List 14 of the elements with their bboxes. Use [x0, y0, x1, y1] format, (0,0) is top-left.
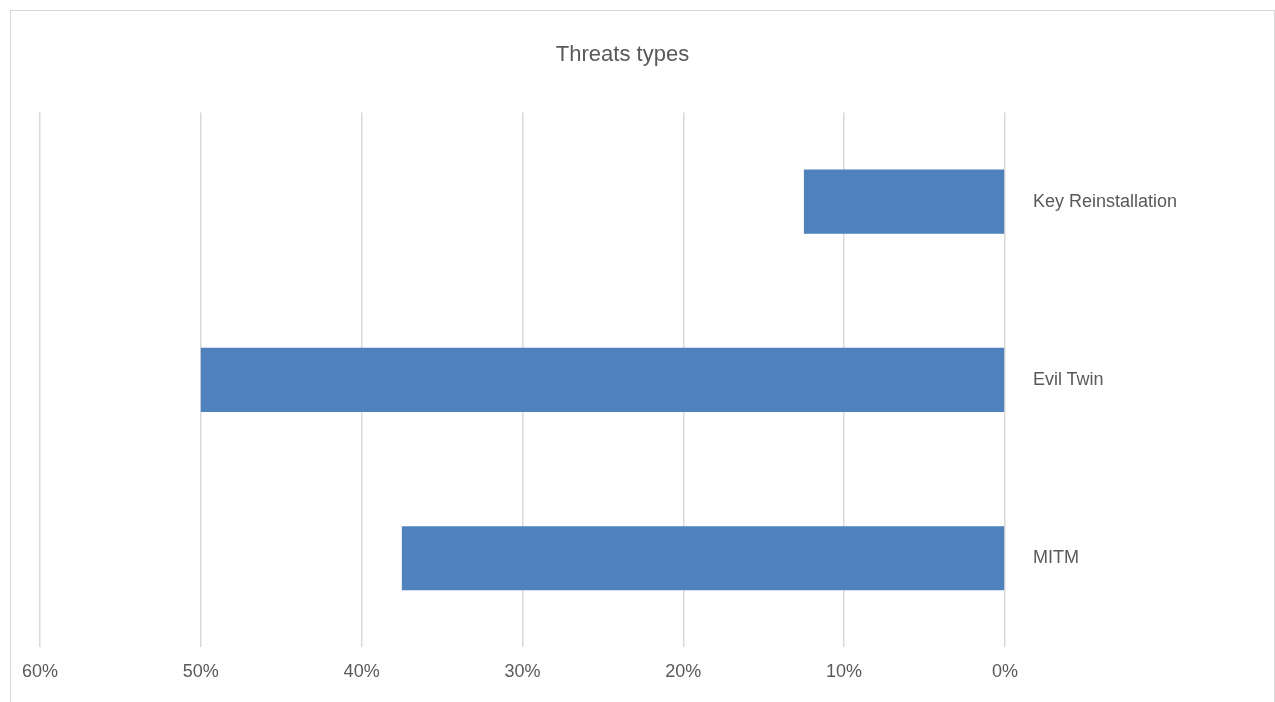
y-tick-label: Evil Twin: [1032, 368, 1104, 389]
y-tick-label: MITM: [1032, 547, 1079, 568]
x-tick-label: 0%: [991, 661, 1018, 682]
x-tick-label: 40%: [343, 661, 380, 682]
y-tick-label: Key Reinstallation: [1032, 190, 1178, 211]
x-tick-label: 50%: [182, 661, 219, 682]
bar: [200, 347, 1005, 412]
bar: [803, 169, 1005, 234]
x-tick-label: 30%: [504, 661, 541, 682]
bar: [401, 526, 1005, 591]
x-tick-label: 60%: [21, 661, 59, 682]
chart-title: Threats types: [555, 41, 690, 67]
x-tick-label: 20%: [665, 661, 702, 682]
x-tick-label: 10%: [826, 661, 863, 682]
